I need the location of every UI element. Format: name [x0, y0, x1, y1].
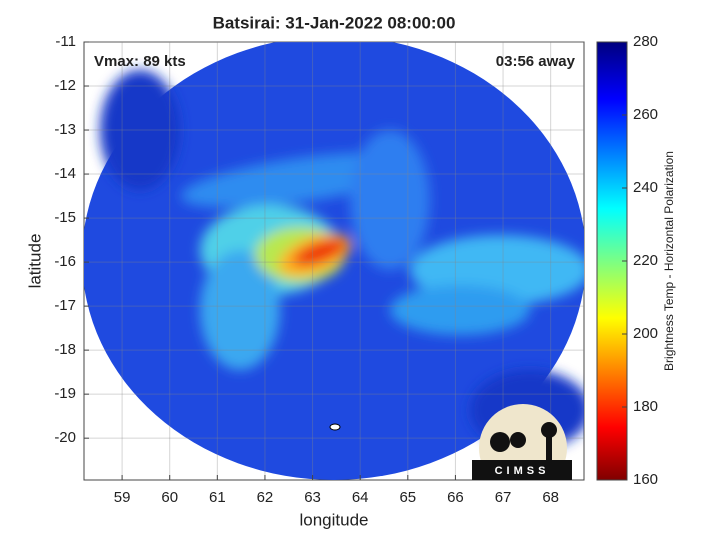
chart-title: Batsirai: 31-Jan-2022 08:00:00: [213, 13, 456, 32]
x-tick-label: 64: [352, 489, 369, 506]
y-tick-label: -19: [54, 385, 76, 402]
x-tick-label: 67: [495, 489, 512, 506]
annotation: 03:56 away: [496, 53, 576, 70]
y-tick-label: -11: [55, 33, 76, 50]
y-tick-label: -17: [54, 297, 76, 314]
colorbar-tick-label: 220: [633, 252, 658, 269]
x-tick-label: 59: [114, 489, 131, 506]
logo-text: CIMSS: [495, 465, 550, 477]
y-tick-label: -18: [54, 341, 76, 358]
x-tick-label: 68: [542, 489, 559, 506]
colorbar-tick-label: 280: [633, 33, 658, 50]
y-tick-label: -16: [54, 253, 76, 270]
y-axis-label: latitude: [25, 234, 44, 289]
y-tick-label: -13: [54, 121, 76, 138]
annotation: Vmax: 89 kts: [94, 53, 186, 70]
x-tick-label: 62: [257, 489, 274, 506]
colorbar-tick-label: 200: [633, 325, 658, 342]
colorbar-label: Brightness Temp - Horizontal Polarizatio…: [662, 151, 676, 371]
x-tick-label: 66: [447, 489, 464, 506]
x-tick-label: 60: [161, 489, 178, 506]
x-tick-label: 65: [399, 489, 416, 506]
y-tick-label: -20: [54, 429, 76, 446]
x-axis-label: longitude: [299, 510, 368, 529]
logo: CIMSS: [472, 404, 572, 480]
y-tick-label: -15: [54, 209, 76, 226]
y-tick-label: -14: [54, 165, 76, 182]
colorbar-tick-label: 240: [633, 179, 658, 196]
x-tick-label: 61: [209, 489, 226, 506]
colorbar-tick-label: 180: [633, 398, 658, 415]
y-tick-label: -12: [54, 77, 76, 94]
colorbar-tick-label: 160: [633, 471, 658, 488]
x-tick-label: 63: [304, 489, 321, 506]
colorbar-tick-label: 260: [633, 106, 658, 123]
